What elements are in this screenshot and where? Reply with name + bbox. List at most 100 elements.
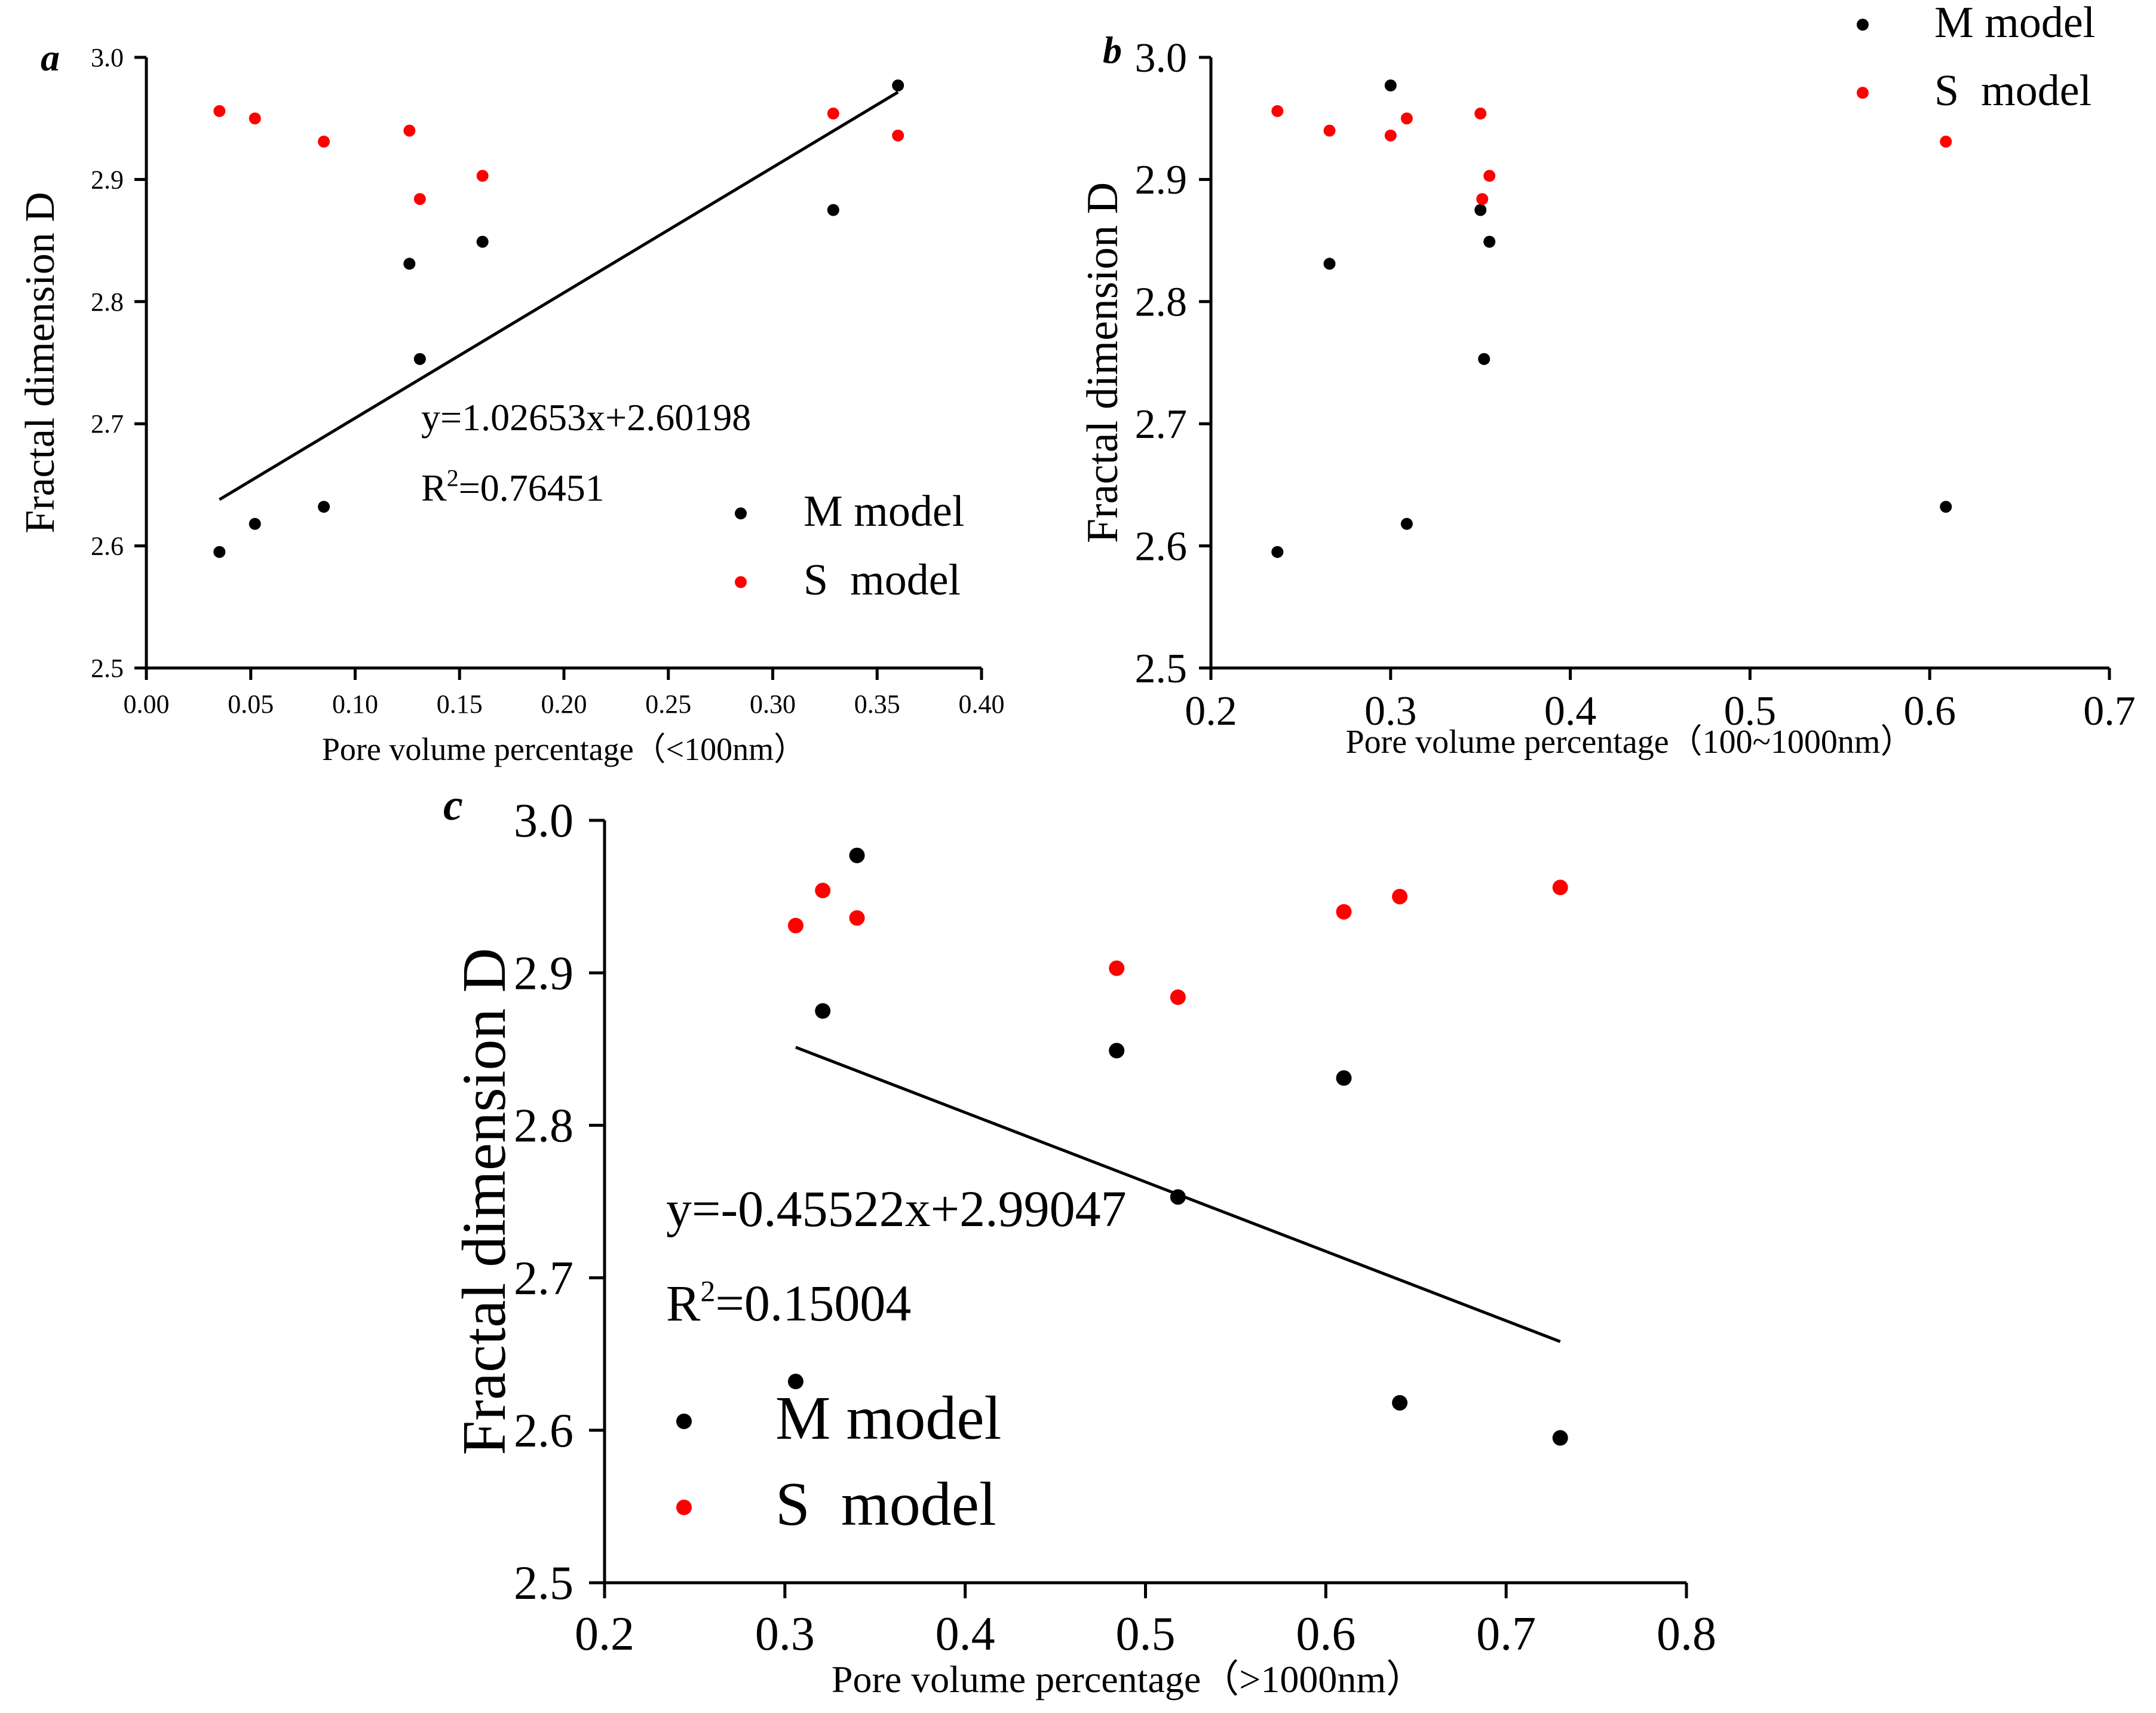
m-model-point — [1400, 517, 1413, 530]
x-tick-label: 0.05 — [228, 690, 274, 719]
s-model-point — [1384, 129, 1397, 142]
x-axis-label: Pore volume percentage（>1000nm） — [832, 1658, 1424, 1700]
r-squared: R2=0.76451 — [421, 465, 605, 509]
m-model-point — [1336, 1070, 1352, 1086]
s-model-point — [249, 112, 261, 125]
s-model-point — [213, 105, 226, 117]
x-tick-label: 0.7 — [1476, 1608, 1536, 1660]
x-tick-label: 0.6 — [1903, 688, 1956, 734]
legend-label-m-model: M model — [775, 1384, 1001, 1452]
x-tick-label: 0.00 — [124, 690, 170, 719]
x-tick-label: 0.8 — [1657, 1608, 1716, 1660]
legend-label-s-model: S model — [803, 556, 961, 605]
m-model-point — [892, 79, 904, 92]
s-model-point — [1170, 989, 1186, 1006]
y-tick-label: 2.9 — [91, 165, 124, 194]
m-model-point — [1483, 235, 1496, 248]
legend-marker-s-model — [676, 1499, 692, 1515]
y-tick-label: 3.0 — [1135, 35, 1188, 81]
y-tick-label: 2.8 — [91, 287, 124, 317]
x-tick-label: 0.35 — [854, 690, 900, 719]
s-model-point — [403, 124, 416, 137]
s-model-point — [849, 910, 865, 926]
chart-panel-a: 0.00 0.05 0.10 0.15 0.20 0.25 0.30 0.35 0.40 2.5 2… — [17, 36, 1005, 767]
chart-panel-c: 0.2 0.3 0.4 0.5 0.6 0.7 0.8 2.5 2.6 2.7 2.8 2.9 3.0 P… — [443, 781, 1716, 1700]
s-model-point — [815, 882, 831, 899]
m-model-point — [318, 501, 330, 513]
s-model-point — [1271, 105, 1284, 117]
x-tick-label: 0.40 — [959, 690, 1005, 719]
legend-marker-m-model — [676, 1413, 692, 1429]
x-tick-label: 0.4 — [1544, 688, 1597, 734]
m-model-point — [1478, 353, 1491, 365]
x-tick-label: 0.2 — [1185, 688, 1237, 734]
legend-marker-m-model — [735, 507, 747, 520]
y-tick-label: 2.9 — [514, 947, 573, 1000]
legend-marker-m-model — [1857, 19, 1869, 31]
x-tick-label: 0.7 — [2083, 688, 2136, 734]
m-model-point — [249, 517, 261, 530]
x-tick-label: 0.15 — [437, 690, 483, 719]
panel-label: b — [1103, 29, 1122, 71]
regression-line — [219, 91, 899, 501]
x-tick-label: 0.30 — [750, 690, 796, 719]
m-model-point — [815, 1003, 831, 1019]
m-model-point — [1474, 204, 1487, 216]
panel-label: a — [41, 36, 60, 79]
y-tick-label: 2.5 — [91, 654, 124, 683]
x-tick-label: 0.20 — [541, 690, 587, 719]
y-tick-label: 3.0 — [91, 43, 124, 72]
s-model-point — [1476, 193, 1489, 206]
regression-equation: y=-0.45522x+2.99047 — [666, 1180, 1127, 1237]
y-tick-label: 3.0 — [514, 795, 573, 847]
s-model-point — [1336, 904, 1352, 920]
r-squared-superscript: 2 — [447, 465, 459, 492]
x-tick-label: 0.5 — [1724, 688, 1777, 734]
r-squared-prefix: R — [421, 467, 447, 509]
s-model-point — [476, 170, 489, 182]
y-tick-label: 2.5 — [514, 1557, 573, 1610]
y-tick-label: 2.6 — [1135, 523, 1188, 569]
y-axis-label: Fractal dimension D — [1078, 182, 1127, 543]
r-squared-value: =0.15004 — [715, 1274, 911, 1332]
x-tick-label: 0.2 — [575, 1608, 634, 1660]
r-squared-prefix: R — [666, 1274, 701, 1332]
m-model-point — [1170, 1189, 1186, 1205]
x-tick-label: 0.5 — [1116, 1608, 1176, 1660]
legend-label-m-model: M model — [1934, 0, 2095, 47]
m-model-point — [1552, 1430, 1568, 1446]
legend: M model S model — [1857, 0, 2095, 115]
m-model-point — [213, 546, 226, 558]
regression-equation: y=1.02653x+2.60198 — [421, 396, 751, 439]
m-model-point — [476, 235, 489, 248]
x-tick-label: 0.4 — [936, 1608, 995, 1660]
m-model-point — [1271, 546, 1284, 558]
x-axis-label: Pore volume percentage（100~1000nm） — [1346, 724, 1914, 761]
y-tick-label: 2.7 — [1135, 402, 1188, 448]
chart-panel-b: 0.2 0.3 0.4 0.5 0.6 0.7 2.5 2.6 2.7 2.8 2.9 3.0 Pore… — [1078, 0, 2136, 761]
m-model-point — [403, 258, 416, 270]
s-model-point — [1474, 108, 1487, 120]
m-model-point — [413, 353, 426, 365]
x-tick-label: 0.3 — [755, 1608, 815, 1660]
m-model-point — [827, 204, 839, 216]
m-model-point — [849, 847, 865, 863]
r-squared: R2=0.15004 — [666, 1274, 911, 1332]
m-model-point — [1940, 501, 1952, 513]
r-squared-superscript: 2 — [700, 1274, 715, 1307]
y-axis-label: Fractal dimension D — [17, 192, 63, 534]
legend: M model S model — [676, 1384, 1001, 1539]
m-model-point — [1109, 1043, 1125, 1059]
y-tick-label: 2.5 — [1135, 646, 1188, 692]
y-tick-label: 2.6 — [91, 532, 124, 561]
x-tick-label: 0.3 — [1364, 688, 1417, 734]
x-tick-label: 0.25 — [645, 690, 691, 719]
legend-label-s-model: S model — [1934, 66, 2091, 115]
legend: M model S model — [735, 487, 964, 605]
panel-label: c — [443, 781, 463, 830]
y-tick-label: 2.8 — [514, 1100, 573, 1153]
y-tick-label: 2.7 — [91, 409, 124, 439]
m-model-point — [787, 1374, 803, 1390]
y-axis-label: Fractal dimension D — [450, 948, 519, 1455]
s-model-point — [1323, 124, 1336, 137]
